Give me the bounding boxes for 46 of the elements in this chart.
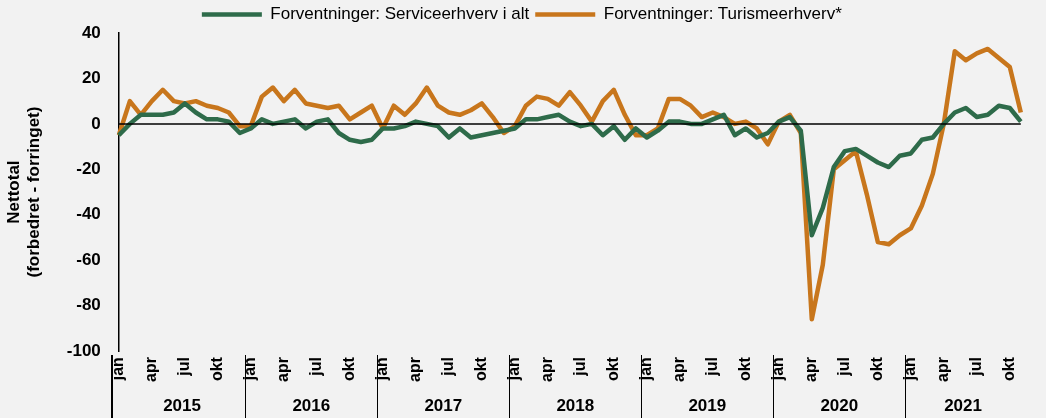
y-tick-label: -40 xyxy=(76,204,101,224)
y-tick-label: 40 xyxy=(81,22,101,42)
text: 2020 xyxy=(820,395,859,415)
x-tick-label: okt xyxy=(868,356,886,382)
text: 2016 xyxy=(292,395,331,415)
text: 2021 xyxy=(944,395,982,415)
x-tick-label: jul xyxy=(175,357,193,377)
x-tick-label: jan xyxy=(109,357,127,382)
x-tick-label: okt xyxy=(1000,356,1018,382)
legend-label: Forventninger: Serviceerhverv i alt xyxy=(270,4,530,24)
x-tick-label: apr xyxy=(142,357,160,383)
x-tick-label: apr xyxy=(802,357,820,383)
x-tick-label: jan xyxy=(241,357,259,382)
x-tick-label: apr xyxy=(538,357,556,383)
legend-label: Forventninger: Turismeerhverv* xyxy=(603,4,843,24)
x-tick-label: jan xyxy=(769,357,787,382)
x-tick-label: jan xyxy=(637,357,655,382)
y-tick-label: -100 xyxy=(66,340,101,360)
x-tick-label: apr xyxy=(274,357,292,383)
x-tick-label: okt xyxy=(604,356,622,382)
x-tick-label: okt xyxy=(340,356,358,382)
text: 2018 xyxy=(556,395,595,415)
x-tick-label: okt xyxy=(208,356,226,382)
x-tick-label: jan xyxy=(901,357,919,382)
x-tick-label: jul xyxy=(703,357,721,377)
x-tick-label: jul xyxy=(439,357,457,377)
x-tick-label: okt xyxy=(472,356,490,382)
x-tick-label: apr xyxy=(934,357,952,383)
x-tick-label: apr xyxy=(670,357,688,383)
x-tick-label: jul xyxy=(571,357,589,377)
y-axis-title: Nettotal (forbedret - forringet) xyxy=(3,106,44,278)
y-tick-label: 0 xyxy=(91,113,101,133)
y-tick-label: -20 xyxy=(76,159,101,179)
text: 2017 xyxy=(424,395,463,415)
x-tick-label: jul xyxy=(835,357,853,377)
y-tick-label: -80 xyxy=(76,295,101,315)
y-tick-label: -60 xyxy=(76,249,101,269)
x-tick-label: jan xyxy=(505,357,523,382)
text: 2019 xyxy=(688,395,727,415)
text: 2015 xyxy=(163,395,201,415)
y-tick-label: 20 xyxy=(81,68,101,88)
x-tick-label: okt xyxy=(736,356,754,382)
x-tick-label: apr xyxy=(406,357,424,383)
x-tick-label: jul xyxy=(967,357,985,377)
x-tick-label: jul xyxy=(307,357,325,377)
x-tick-label: jan xyxy=(373,357,391,382)
